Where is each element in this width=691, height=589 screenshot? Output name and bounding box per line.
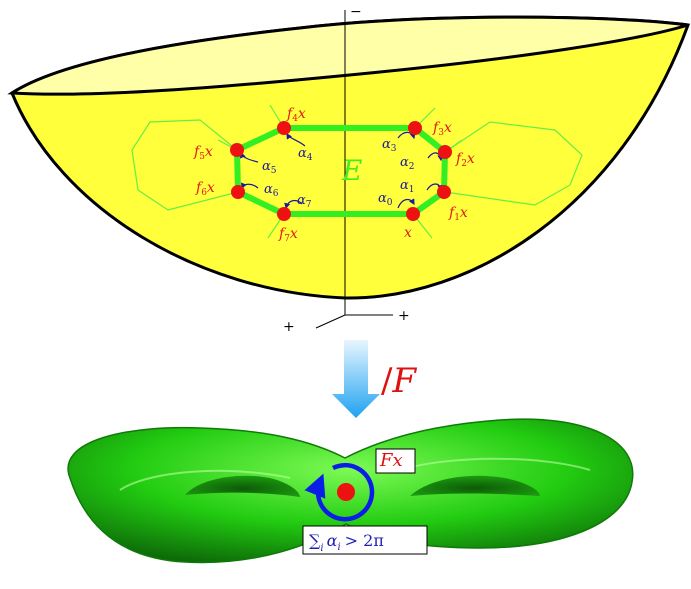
torus-point [337,483,355,501]
hyperbolic-bowl [7,15,691,300]
vertex-point-4 [277,121,291,135]
axes [315,10,393,329]
surface-highlight-left [119,469,291,491]
vertex-label-5: f5x [193,144,213,162]
angle-label-3: α3 [382,137,397,154]
vertex-point-2 [438,145,452,159]
angle-arc-7 [284,199,303,210]
vertex-points [230,121,452,221]
vertex-point-7 [277,207,291,221]
axis-sign-top: − [350,4,362,20]
angle-label-2: α2 [400,155,415,172]
vertex-point-6 [231,185,245,199]
vertex-point-5 [230,143,244,157]
vertex-label-3: f3x [432,120,452,138]
angle-labels: α0 α1 α2 α3 α4 α5 α6 α7 [262,137,415,210]
vertex-label-1: f1x [448,205,468,223]
axis-sign-left: + [283,319,295,335]
quotient-label: /F [381,361,417,401]
left-axis [315,314,346,329]
vertex-point-1 [437,185,451,199]
vertex-label-7: f7x [278,226,298,244]
surface-hole-right [410,475,540,496]
vertex-label-6: f6x [195,180,215,198]
bowl-rim [7,15,689,96]
angle-arc-0 [397,198,415,209]
vertex-labels: x f1x f2x f3x f4x f5x f6x f7x [193,106,475,244]
angle-sum-box [302,525,428,555]
angle-arc-4 [286,132,306,147]
angle-label-4: α4 [298,146,313,163]
angle-label-5: α5 [262,159,277,176]
angle-sum-label: ∑i αi > 2π [309,531,384,554]
axis-sign-right: + [398,308,410,324]
surface-hole-left [185,475,300,497]
vertex-label-2: f2x [455,151,475,169]
angle-arc-3 [397,131,416,140]
vertex-point-0 [406,207,420,221]
region-label: E [341,154,362,187]
angle-label-1: α1 [400,178,415,195]
vertex-label-0: x [404,225,412,241]
surface-highlight-right [399,457,591,471]
angle-label-6: α6 [264,182,279,199]
quotient-arrow [332,340,380,418]
angle-arc-2 [427,152,444,162]
angle-label-7: α7 [297,193,312,210]
angle-label-0: α0 [378,191,393,208]
torus-point-label: Fx [379,450,403,471]
vertex-label-4: f4x [286,106,306,124]
rotation-circle [304,462,375,522]
torus-point-label-box [375,448,416,474]
angle-arrows [240,131,444,210]
vertex-point-3 [408,121,422,135]
